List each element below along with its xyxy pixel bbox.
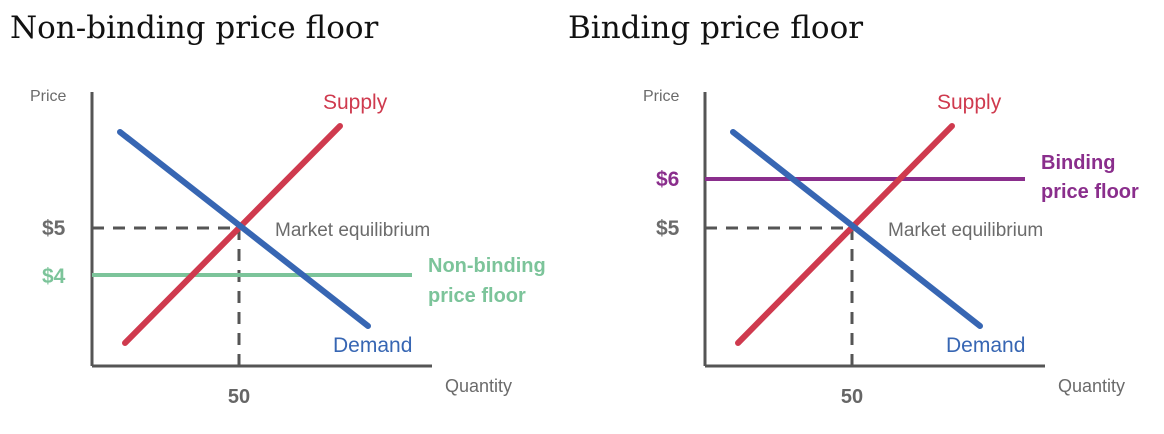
right-y-axis-label: Price [643, 88, 680, 105]
right-supply-label: Supply [937, 91, 1002, 114]
right-equilibrium-price-tick: $5 [656, 217, 680, 240]
right-diagram: Price Quantity Supply Demand Market equi… [643, 88, 1139, 408]
right-demand-curve [730, 129, 983, 329]
left-supply-curve [122, 123, 343, 346]
right-equilibrium-quantity-tick: 50 [841, 386, 863, 408]
left-demand-curve [117, 129, 371, 329]
left-equilibrium-price-tick: $5 [42, 217, 66, 240]
right-floor-price-tick: $6 [656, 168, 679, 191]
left-demand-label: Demand [333, 334, 412, 357]
left-floor-label-line-2: price floor [428, 285, 526, 307]
right-supply-curve [735, 123, 955, 346]
right-floor-label-line-2: price floor [1041, 181, 1139, 203]
right-x-axis-label: Quantity [1058, 376, 1125, 396]
left-equilibrium-quantity-tick: 50 [228, 386, 250, 408]
left-x-axis-label: Quantity [445, 376, 512, 396]
left-diagram: Price Quantity Supply Demand Market equi… [30, 88, 546, 408]
left-equilibrium-label: Market equilibrium [275, 220, 430, 241]
right-panel-title: Binding price floor [568, 10, 864, 46]
right-demand-label: Demand [946, 334, 1025, 357]
left-floor-price-tick: $4 [42, 265, 66, 288]
left-y-axis-label: Price [30, 88, 67, 105]
right-floor-label-line-1: Binding [1041, 152, 1115, 174]
left-supply-label: Supply [323, 91, 388, 114]
right-equilibrium-label: Market equilibrium [888, 220, 1043, 241]
left-panel-title: Non-binding price floor [10, 10, 379, 46]
left-floor-label-line-1: Non-binding [428, 255, 546, 277]
